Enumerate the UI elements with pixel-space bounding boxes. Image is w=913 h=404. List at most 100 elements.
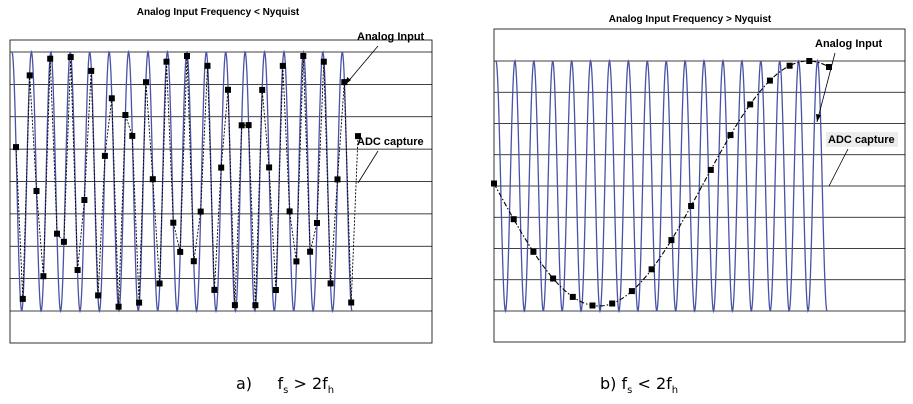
adc-sample-point <box>54 230 60 237</box>
adc-sample-point <box>177 248 184 255</box>
chart-b-annot-analog-arrowhead <box>816 114 821 122</box>
adc-sample-point <box>341 79 348 86</box>
chart-a-annot-adc-arrow <box>357 150 379 184</box>
adc-sample-point <box>88 67 95 74</box>
caption-b-fs: fs <box>621 374 633 397</box>
analog-input-line <box>11 49 353 314</box>
adc-sample-point <box>293 258 300 265</box>
adc-sample-point <box>300 53 307 59</box>
caption-a-prefix: a) <box>236 374 253 393</box>
caption-b-prefix: b) <box>600 374 617 393</box>
chart-a-title: Analog Input Frequency < Nyquist <box>137 7 300 18</box>
chart-b-title: Analog Input Frequency > Nyquist <box>609 14 772 25</box>
adc-sample-point <box>628 288 635 295</box>
adc-sample-point <box>238 122 245 129</box>
caption-b: b) fs < 2fh <box>600 374 678 396</box>
adc-sample-point <box>231 302 238 309</box>
chart-b-annot-analog-input: Analog Input <box>815 38 883 50</box>
adc-sample-point <box>707 166 714 173</box>
adc-sample-point <box>727 132 734 139</box>
adc-sample-point <box>190 258 197 265</box>
adc-sample-point <box>74 267 81 273</box>
adc-sample-point <box>510 216 517 223</box>
analog-input-line <box>495 58 828 314</box>
chart-a-adc-capture <box>13 53 361 310</box>
caption-a-fh: 2fh <box>311 374 335 397</box>
adc-sample-point <box>491 180 497 187</box>
adc-sample-point <box>143 79 149 86</box>
adc-sample-point <box>218 164 225 171</box>
adc-sample-point <box>348 299 355 306</box>
adc-sample-point <box>307 248 314 255</box>
adc-sample-point <box>163 58 170 65</box>
adc-sample-point <box>266 164 273 171</box>
adc-sample-point <box>609 300 616 307</box>
adc-sample-point <box>245 122 252 129</box>
adc-sample-point <box>668 237 675 244</box>
adc-sample-point <box>40 273 47 280</box>
chart-b-annot-adc-capture: ADC capture <box>828 134 895 146</box>
adc-sample-point <box>156 280 163 287</box>
caption-b-fh: 2fh <box>655 374 679 397</box>
chart-b-annot-adc-bg <box>826 132 898 147</box>
adc-sample-point <box>115 303 122 310</box>
adc-sample-point <box>806 58 813 64</box>
adc-sample-point <box>204 62 211 69</box>
adc-sample-point <box>688 203 695 209</box>
caption-a-fs: fs <box>277 374 289 397</box>
caption-b-relation: < <box>637 374 651 393</box>
adc-sample-point <box>826 64 832 70</box>
adc-sample-point <box>327 280 334 287</box>
caption-a-relation: > <box>293 374 307 393</box>
adc-sample-point <box>122 112 129 118</box>
adc-sample-point <box>26 72 33 79</box>
adc-capture-alias-curve <box>493 60 830 307</box>
adc-sample-point <box>286 208 293 215</box>
adc-sample-point <box>530 248 537 255</box>
adc-sample-point <box>13 144 19 151</box>
adc-sample-point <box>279 62 286 69</box>
chart-a-analog-input <box>11 49 353 314</box>
adc-sample-point <box>355 133 361 140</box>
chart-a-annot-analog-arrow <box>345 45 379 85</box>
adc-sample-point <box>225 86 231 93</box>
chart-a-annot-analog-input: Analog Input <box>357 31 425 43</box>
adc-sample-point <box>252 302 259 309</box>
adc-sample-point <box>747 101 754 108</box>
adc-sample-point <box>149 176 156 183</box>
adc-sample-point <box>67 54 74 61</box>
chart-b-analog-input <box>495 58 828 314</box>
chart-b-annot-analog-arrow <box>816 52 836 123</box>
adc-sample-point <box>81 197 88 203</box>
adc-sample-point <box>314 220 320 226</box>
adc-sample-point <box>108 95 115 102</box>
adc-sample-point <box>95 292 102 299</box>
chart-panel-b: Analog Input Frequency > Nyquist Analog … <box>491 14 906 343</box>
chart-b-adc-capture <box>491 58 832 309</box>
adc-sample-point <box>19 295 26 302</box>
adc-sample-point <box>766 77 773 84</box>
chart-panel-a: Analog Input Frequency < Nyquist Analog … <box>9 7 433 344</box>
adc-sample-point <box>170 219 177 226</box>
adc-sample-point <box>129 132 136 139</box>
chart-a-annot-adc-capture: ADC capture <box>357 136 424 148</box>
adc-sample-point <box>101 152 108 159</box>
adc-sample-point <box>334 176 341 183</box>
adc-sample-point <box>184 53 190 59</box>
adc-sample-point <box>589 302 596 309</box>
adc-sample-point <box>259 86 266 93</box>
caption-a: a) fs > 2fh <box>236 374 334 396</box>
adc-sample-point <box>569 293 576 300</box>
adc-sample-point <box>550 275 557 282</box>
chart-a-annot-analog-arrowhead <box>346 77 351 84</box>
adc-sample-point <box>648 266 655 273</box>
adc-sample-point <box>60 238 67 245</box>
adc-sample-point <box>320 58 327 65</box>
adc-sample-point <box>197 208 204 215</box>
adc-sample-point <box>47 55 54 62</box>
adc-sample-point <box>786 62 793 69</box>
adc-sample-point <box>211 286 218 293</box>
adc-sample-point <box>33 188 40 194</box>
adc-sample-point <box>272 287 279 293</box>
